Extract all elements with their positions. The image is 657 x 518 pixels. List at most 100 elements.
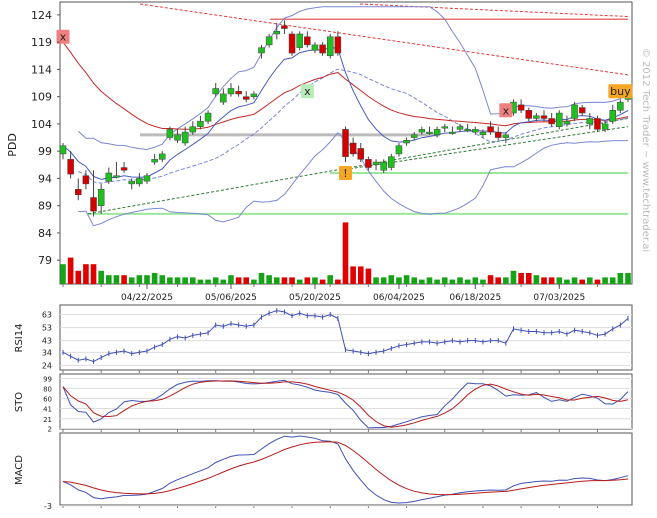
sto-ytick-label: 21 — [43, 416, 52, 424]
uptrend-line-inner — [339, 126, 629, 171]
volume-bar — [167, 277, 173, 284]
indicator-layer — [62, 308, 629, 504]
candle-body — [235, 90, 242, 95]
rsi-ytick-label: 24 — [42, 361, 52, 370]
signal-marker-label: x — [60, 31, 67, 44]
candle-body — [617, 101, 624, 111]
main-ytick-label: 119 — [31, 36, 52, 49]
volume-bar — [388, 275, 395, 284]
volume-bar — [67, 257, 74, 284]
main-ylabel: PDD — [6, 133, 19, 157]
candle-body — [571, 104, 578, 119]
volume-bar — [98, 270, 104, 284]
volume-bar — [189, 277, 196, 284]
volume-bar — [617, 273, 624, 284]
macd-line — [62, 435, 629, 504]
candle-body — [487, 126, 494, 133]
volume-bar — [220, 279, 227, 284]
main-ytick-label: 114 — [31, 63, 52, 76]
volume-bar — [136, 275, 143, 284]
candle-body — [204, 112, 212, 122]
volume-bar — [480, 279, 486, 284]
volume-bar — [205, 279, 211, 284]
sto-ytick-label: 80 — [43, 385, 52, 393]
main-ytick-label: 84 — [38, 227, 52, 240]
volume-bar — [228, 275, 234, 284]
candle-body — [525, 110, 532, 119]
volume-bar — [357, 266, 364, 284]
sto-ytick-label: 41 — [43, 405, 52, 413]
candle-body — [372, 161, 380, 166]
main-ytick-label: 94 — [38, 172, 52, 185]
volume-bar — [243, 277, 250, 284]
signal-marker-label: ! — [343, 167, 347, 180]
macd-ylabel: MACD — [14, 455, 25, 485]
candle-body — [304, 36, 311, 46]
candle-body — [410, 134, 418, 138]
candle-body — [388, 156, 395, 168]
candle-body — [472, 129, 479, 133]
candle-body — [380, 161, 387, 171]
candle-body — [143, 175, 151, 182]
volume-bar — [319, 279, 326, 284]
candle-body — [357, 148, 365, 160]
volume-bar — [281, 277, 288, 284]
moving-average-short — [62, 46, 629, 180]
volume-bar — [312, 277, 318, 284]
volume-bar — [518, 273, 524, 284]
candle-body — [250, 93, 258, 97]
candle-body — [441, 126, 449, 129]
candle-body — [90, 197, 97, 212]
candle-body — [426, 131, 433, 134]
watermark-text: © 2012 Tech Trader ~ www.techtrader.ai — [640, 48, 651, 252]
candle-body — [456, 126, 464, 130]
candle-layer — [59, 20, 632, 217]
volume-bar — [60, 264, 66, 284]
volume-bar — [472, 277, 479, 284]
candle-body — [540, 115, 548, 119]
volume-bar — [90, 264, 97, 284]
candle-body — [586, 118, 594, 125]
date-label: 06/18/2025 — [449, 293, 501, 303]
volume-bar — [441, 277, 448, 284]
rsi-panel-frame — [59, 304, 633, 371]
signal-marker-label: x — [503, 104, 510, 117]
volume-bar — [457, 277, 463, 284]
main-ytick-label: 104 — [31, 118, 52, 131]
date-label: 06/04/2025 — [373, 293, 425, 303]
volume-bar — [587, 277, 593, 284]
candle-body — [281, 25, 288, 29]
volume-bar — [434, 279, 440, 284]
volume-bar — [419, 279, 425, 284]
volume-bar — [533, 275, 540, 284]
candle-body — [166, 129, 174, 138]
signal-marker-box — [608, 84, 633, 99]
candle-body — [82, 175, 90, 185]
candle-body — [601, 123, 609, 130]
candle-body — [113, 175, 120, 178]
candle-body — [548, 118, 555, 125]
candle-body — [311, 44, 319, 51]
main-ytick-label: 99 — [38, 145, 52, 158]
volume-bar — [350, 266, 356, 284]
volume-bar — [335, 279, 341, 284]
volume-bar — [113, 275, 120, 284]
volume-bar — [503, 277, 509, 284]
signal-marker-box — [56, 29, 70, 44]
marker-layer: x x! x buy — [56, 29, 633, 180]
volume-bar — [266, 275, 272, 284]
candle-body — [479, 131, 487, 136]
bollinger-middle — [78, 68, 629, 184]
candle-body — [494, 131, 502, 138]
grid-layer — [60, 284, 632, 508]
macd-signal-line — [62, 441, 629, 496]
candle-body — [265, 36, 273, 46]
volume-bar — [182, 277, 188, 284]
signal-marker-box — [339, 165, 352, 180]
signal-marker-box — [300, 84, 314, 99]
volume-bar — [151, 273, 158, 284]
volume-bar — [495, 277, 502, 284]
volume-bar — [144, 275, 150, 284]
